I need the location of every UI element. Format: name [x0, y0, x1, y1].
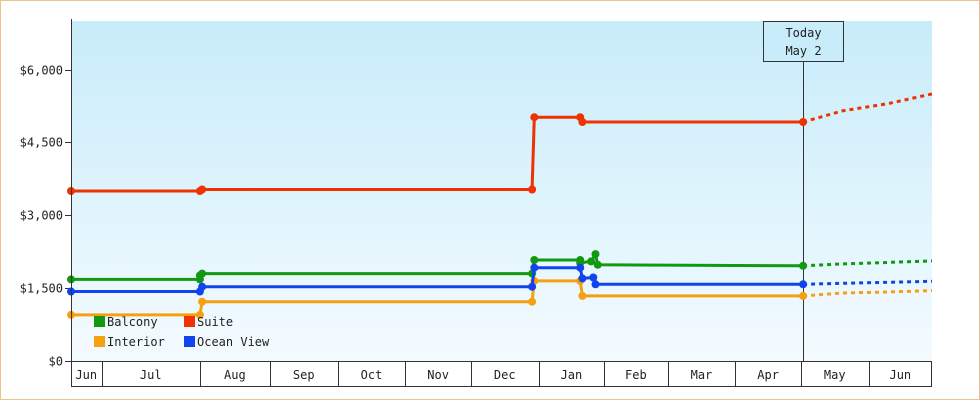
series-projection-balcony [803, 259, 933, 268]
today-marker: Today May 2 [763, 21, 844, 361]
data-point-interior [578, 291, 587, 300]
month-label: Aug [224, 368, 246, 382]
month-label: Nov [427, 368, 449, 382]
y-tick-label: $0 [49, 355, 63, 369]
series-layer [67, 92, 933, 319]
today-date: May 2 [785, 44, 821, 58]
y-tick-label: $1,500 [20, 282, 63, 296]
today-box [763, 21, 844, 62]
y-tick-label: $6,000 [20, 64, 63, 78]
data-point-ocean-view [528, 282, 537, 291]
legend: Balcony Suite Interior Ocean View [94, 315, 270, 349]
month-label: Apr [757, 368, 779, 382]
series-balcony [67, 250, 933, 284]
data-point-balcony [591, 250, 600, 259]
month-label: Jun [75, 368, 97, 382]
legend-swatch [184, 336, 195, 347]
data-point-ocean-view [530, 263, 539, 272]
legend-label: Interior [107, 335, 165, 349]
month-label: Dec [494, 368, 516, 382]
data-point-interior [195, 310, 204, 319]
data-point-suite [799, 118, 808, 126]
data-point-interior [799, 291, 808, 300]
month-label: Oct [361, 368, 383, 382]
series-suite [67, 92, 933, 195]
data-point-balcony [799, 261, 808, 270]
legend-label: Suite [197, 315, 233, 329]
y-tick-label: $3,000 [20, 209, 63, 223]
data-point-suite [198, 185, 207, 194]
today-label: Today [785, 26, 821, 40]
month-label: Jul [140, 368, 162, 382]
data-point-interior [528, 297, 537, 306]
month-label: Jun [889, 368, 911, 382]
y-tick-label: $4,500 [20, 136, 63, 150]
legend-label: Ocean View [197, 335, 270, 349]
month-label: Feb [625, 368, 647, 382]
data-point-balcony [593, 260, 602, 269]
data-point-interior [198, 297, 207, 306]
data-point-balcony [530, 256, 539, 264]
data-point-balcony [198, 269, 207, 278]
data-point-ocean-view [198, 282, 207, 291]
data-point-suite [528, 185, 537, 194]
y-axis-ticks: $0 $1,500 $3,000 $4,500 $6,000 [20, 64, 71, 369]
data-point-ocean-view [589, 273, 598, 282]
series-ocean-view [67, 263, 933, 296]
data-point-ocean-view [576, 263, 585, 272]
data-point-suite [530, 113, 539, 122]
data-point-ocean-view [578, 274, 587, 283]
month-label: Sep [293, 368, 315, 382]
data-point-ocean-view [591, 280, 600, 289]
series-projection-ocean-view [803, 279, 933, 286]
x-axis-months: Jun Jul Aug Sep Oct Nov Dec Jan Feb Mar Apr May Jun [71, 362, 932, 387]
series-projection-interior [802, 289, 933, 298]
month-label: Jan [561, 368, 583, 382]
series-projection-suite [802, 92, 933, 124]
legend-label: Balcony [107, 315, 158, 329]
month-label: May [824, 368, 846, 382]
data-point-suite [578, 118, 587, 126]
month-label: Mar [691, 368, 713, 382]
legend-swatch [94, 336, 105, 347]
legend-swatch [184, 316, 195, 327]
data-point-ocean-view [799, 280, 808, 289]
legend-swatch [94, 316, 105, 327]
data-point-balcony [587, 257, 596, 266]
